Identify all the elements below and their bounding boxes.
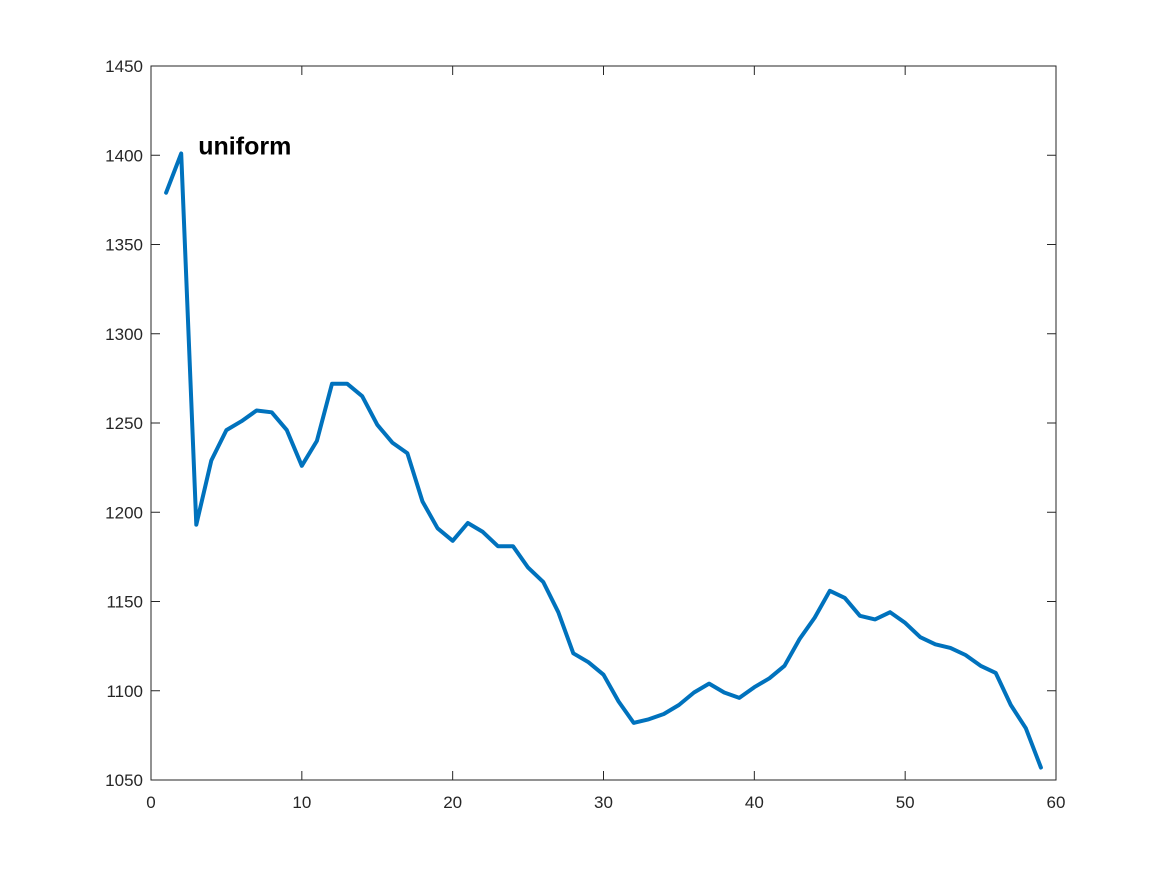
plot-area xyxy=(151,66,1056,780)
y-tick-label: 1050 xyxy=(105,771,143,790)
y-tick-label: 1400 xyxy=(105,146,143,165)
x-tick-label: 40 xyxy=(745,793,764,812)
y-tick-label: 1200 xyxy=(105,503,143,522)
y-tick-label: 1450 xyxy=(105,57,143,76)
x-axis: 0 10 20 30 40 50 60 xyxy=(146,66,1065,812)
y-tick-label: 1300 xyxy=(105,325,143,344)
y-tick-label: 1100 xyxy=(106,682,143,701)
x-tick-label: 10 xyxy=(292,793,311,812)
x-tick-label: 50 xyxy=(896,793,915,812)
y-tick-label: 1250 xyxy=(105,414,143,433)
y-tick-label: 1350 xyxy=(105,236,143,255)
y-tick-label: 1150 xyxy=(106,593,143,612)
axes-box xyxy=(150,65,1057,781)
x-tick-label: 0 xyxy=(146,793,155,812)
series-line xyxy=(164,151,1043,770)
annotation-label: uniform xyxy=(198,132,291,160)
x-tick-label: 30 xyxy=(594,793,613,812)
x-tick-label: 60 xyxy=(1047,793,1066,812)
x-tick-label: 20 xyxy=(443,793,462,812)
y-axis: 1050 1100 1150 1200 1250 1300 1350 1400 1450 xyxy=(105,57,1056,790)
